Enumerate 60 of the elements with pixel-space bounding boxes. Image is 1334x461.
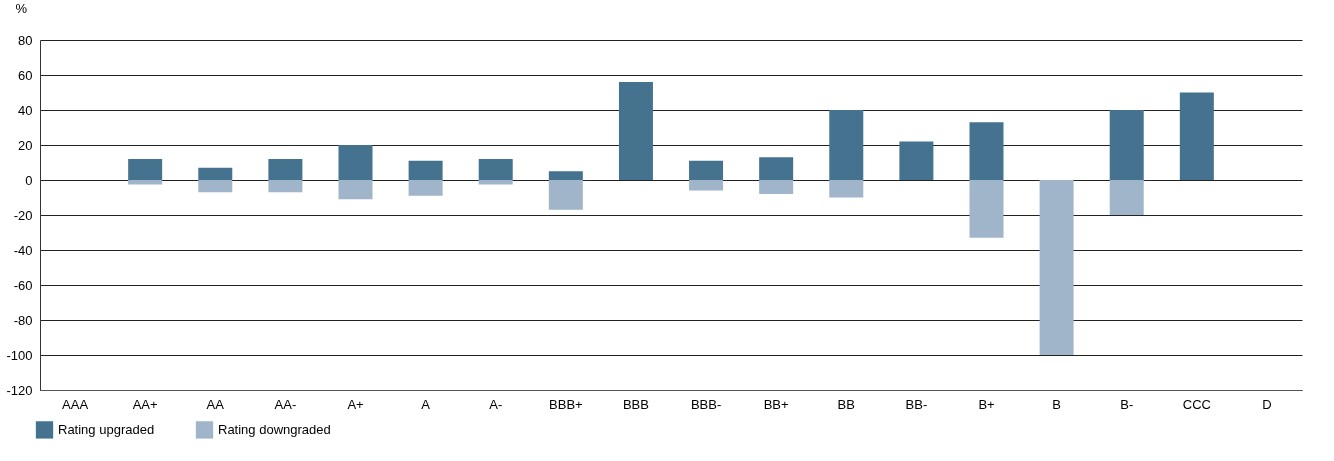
x-tick-label: AA+ <box>132 396 158 412</box>
y-tick-label: 40 <box>18 102 33 118</box>
y-tick-label: 60 <box>18 67 33 83</box>
y-tick-label: -60 <box>13 277 33 293</box>
bar <box>969 180 1004 238</box>
x-tick-label: AA- <box>274 396 297 412</box>
bar <box>969 122 1004 180</box>
bar <box>829 110 864 180</box>
bar <box>268 180 303 193</box>
bar <box>198 167 233 180</box>
x-tick-label: AAA <box>62 396 89 412</box>
bar <box>338 145 373 180</box>
bar <box>198 180 233 193</box>
y-tick-label: -120 <box>6 382 33 398</box>
x-tick-label: BB+ <box>763 396 789 412</box>
y-axis-title: % <box>15 0 28 16</box>
y-tick-label: -40 <box>13 242 33 258</box>
bar <box>128 159 163 180</box>
y-tick-label: -20 <box>13 207 33 223</box>
bar <box>548 171 583 180</box>
bar <box>1039 180 1074 355</box>
x-tick-label: CCC <box>1182 396 1211 412</box>
x-tick-label: BBB- <box>690 396 722 412</box>
legend-label: Rating downgraded <box>218 421 331 437</box>
x-tick-label: A <box>421 396 431 412</box>
x-tick-label: BBB <box>622 396 649 412</box>
bar <box>478 180 513 185</box>
x-tick-label: D <box>1262 396 1272 412</box>
bar <box>408 160 443 180</box>
bar <box>1179 92 1214 180</box>
legend-label: Rating upgraded <box>58 421 155 437</box>
bar <box>689 180 724 191</box>
bar <box>1109 110 1144 180</box>
x-tick-label: BB- <box>905 396 928 412</box>
x-tick-label: BB <box>837 396 855 412</box>
bar <box>268 159 303 180</box>
x-tick-label: B- <box>1120 396 1134 412</box>
bar <box>899 141 934 180</box>
x-tick-label: A+ <box>347 396 364 412</box>
bar <box>408 180 443 196</box>
x-tick-label: B <box>1052 396 1061 412</box>
y-tick-label: 80 <box>18 32 33 48</box>
bar <box>1109 180 1144 215</box>
x-tick-label: AA <box>206 396 225 412</box>
bar <box>618 82 653 180</box>
bar <box>548 180 583 210</box>
bar <box>478 159 513 180</box>
y-tick-label: 0 <box>25 172 33 188</box>
y-tick-label: -80 <box>13 312 33 328</box>
bar <box>759 180 794 194</box>
bar <box>128 180 163 185</box>
x-tick-label: BBB+ <box>549 396 583 412</box>
y-tick-label: -100 <box>6 347 33 363</box>
bar <box>829 180 864 198</box>
bar <box>689 160 724 180</box>
y-tick-label: 20 <box>18 137 33 153</box>
bar <box>338 180 373 200</box>
x-tick-label: A- <box>489 396 503 412</box>
bar <box>759 157 794 180</box>
x-tick-label: B+ <box>978 396 995 412</box>
